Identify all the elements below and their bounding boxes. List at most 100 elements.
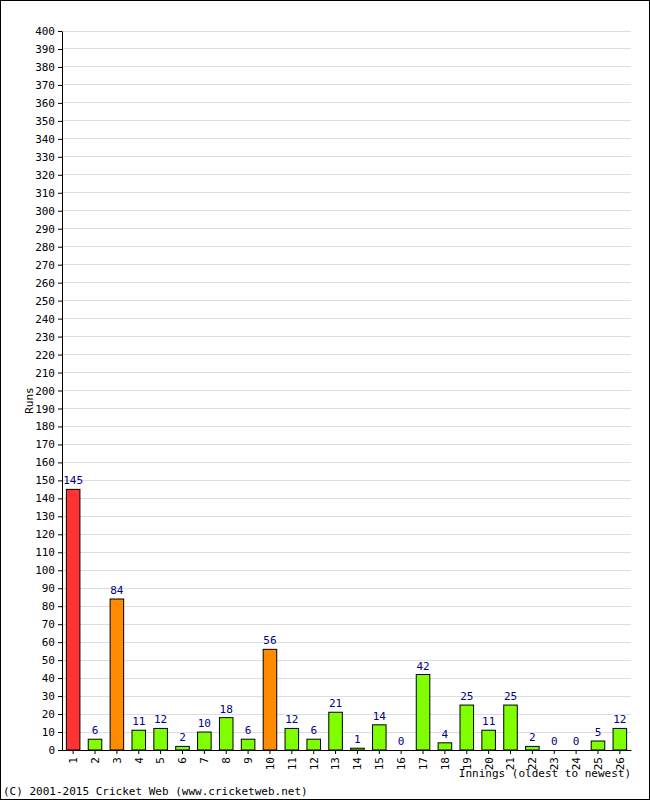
y-tick-label: 250 — [35, 295, 55, 308]
bar — [438, 743, 452, 750]
x-tick-mark — [204, 750, 205, 754]
y-tick-label: 20 — [42, 708, 55, 721]
y-tick-label: 120 — [35, 528, 55, 541]
x-tick-mark — [488, 750, 489, 754]
data-label: 0 — [551, 735, 558, 748]
x-tick-mark — [532, 750, 533, 754]
y-tick-mark — [58, 157, 62, 158]
grid-line — [62, 372, 631, 373]
grid-line — [62, 66, 631, 67]
y-tick: 20 — [42, 708, 62, 721]
bar — [307, 739, 321, 750]
grid-line — [62, 210, 631, 211]
grid-line — [62, 462, 631, 463]
x-tick-label: 9 — [242, 757, 255, 764]
data-label: 145 — [63, 474, 83, 487]
x-tick-label: 17 — [417, 757, 430, 770]
data-labels: 1456841112210186561262111404242511252005… — [63, 474, 626, 748]
grid-line — [62, 282, 631, 283]
x-tick: 11 — [286, 750, 299, 770]
x-tick: 2 — [89, 750, 102, 764]
y-tick-label: 110 — [35, 546, 55, 559]
y-tick-mark — [58, 588, 62, 589]
y-tick: 400 — [35, 25, 62, 38]
y-axis: 0102030405060708090100110120130140150160… — [35, 25, 62, 757]
y-tick: 100 — [35, 564, 62, 577]
y-tick: 280 — [35, 241, 62, 254]
data-label: 5 — [595, 726, 602, 739]
y-tick: 310 — [35, 187, 62, 200]
y-tick: 120 — [35, 528, 62, 541]
y-tick-label: 180 — [35, 420, 55, 433]
x-tick-mark — [444, 750, 445, 754]
y-tick: 190 — [35, 402, 62, 415]
y-tick-label: 40 — [42, 672, 55, 685]
y-tick-label: 230 — [35, 331, 55, 344]
grid-line — [62, 570, 631, 571]
y-tick-mark — [58, 301, 62, 302]
data-label: 12 — [154, 713, 167, 726]
grid-line — [62, 102, 631, 103]
x-tick-mark — [73, 750, 74, 754]
grid-line — [62, 480, 631, 481]
y-tick-label: 50 — [42, 654, 55, 667]
x-tick-label: 12 — [308, 757, 321, 770]
grid-line — [62, 660, 631, 661]
x-tick-label: 6 — [176, 757, 189, 764]
grid-line — [62, 606, 631, 607]
bar — [547, 750, 561, 751]
background — [1, 1, 650, 800]
grid-line — [62, 156, 631, 157]
x-tick: 3 — [111, 750, 124, 764]
grid-line — [62, 354, 631, 355]
x-tick-label: 10 — [264, 757, 277, 770]
y-tick-mark — [58, 103, 62, 104]
x-tick-label: 1 — [67, 757, 80, 764]
y-tick-mark — [58, 660, 62, 661]
y-tick-label: 240 — [35, 313, 55, 326]
y-tick-mark — [58, 480, 62, 481]
chart: 0102030405060708090100110120130140150160… — [0, 0, 650, 800]
y-tick: 340 — [35, 133, 62, 146]
grid-line — [62, 120, 631, 121]
data-label: 1 — [354, 733, 361, 746]
y-tick-label: 300 — [35, 205, 55, 218]
x-tick-label: 4 — [133, 757, 146, 764]
y-tick-label: 220 — [35, 349, 55, 362]
y-tick-mark — [58, 516, 62, 517]
data-label: 12 — [613, 713, 626, 726]
grid-line — [62, 732, 631, 733]
y-tick: 250 — [35, 295, 62, 308]
y-tick-mark — [58, 426, 62, 427]
grid-line — [62, 318, 631, 319]
y-tick: 260 — [35, 277, 62, 290]
grid-line — [62, 31, 631, 32]
y-tick-mark — [58, 373, 62, 374]
grid-line — [62, 642, 631, 643]
y-tick: 70 — [42, 618, 62, 631]
y-tick-label: 60 — [42, 636, 55, 649]
y-tick-label: 140 — [35, 492, 55, 505]
y-tick: 110 — [35, 546, 62, 559]
y-tick: 180 — [35, 420, 62, 433]
y-tick: 320 — [35, 169, 62, 182]
y-tick-label: 330 — [35, 151, 55, 164]
y-tick-mark — [58, 31, 62, 32]
x-tick: 17 — [417, 750, 430, 770]
x-tick-mark — [597, 750, 598, 754]
x-axis-line — [63, 750, 632, 751]
bar — [285, 728, 299, 750]
bar — [198, 732, 212, 750]
bar — [591, 741, 605, 750]
y-tick: 350 — [35, 115, 62, 128]
grid-line — [62, 696, 631, 697]
y-tick-label: 360 — [35, 97, 55, 110]
y-tick-mark — [58, 247, 62, 248]
data-label: 11 — [132, 715, 145, 728]
x-tick-label: 14 — [351, 757, 364, 771]
y-tick-mark — [58, 678, 62, 679]
x-tick: 9 — [242, 750, 255, 764]
grid-line — [62, 408, 631, 409]
y-tick: 220 — [35, 349, 62, 362]
x-tick-mark — [576, 750, 577, 754]
